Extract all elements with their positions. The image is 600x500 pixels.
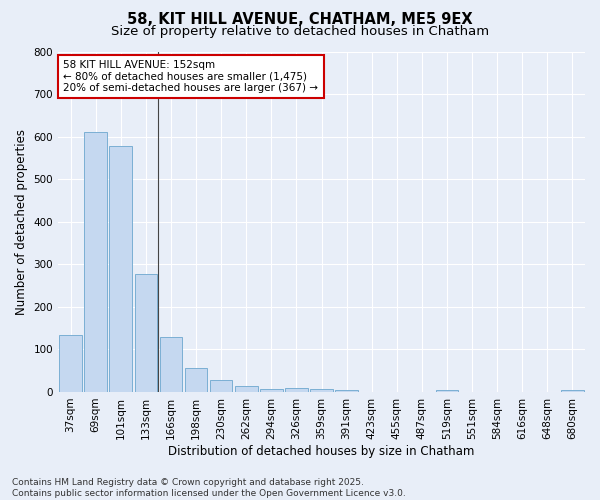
Bar — [285, 388, 308, 392]
Bar — [109, 146, 132, 392]
Bar — [85, 132, 107, 392]
Bar — [210, 380, 232, 392]
Bar — [561, 390, 584, 392]
Text: 58, KIT HILL AVENUE, CHATHAM, ME5 9EX: 58, KIT HILL AVENUE, CHATHAM, ME5 9EX — [127, 12, 473, 28]
X-axis label: Distribution of detached houses by size in Chatham: Distribution of detached houses by size … — [169, 444, 475, 458]
Bar — [335, 390, 358, 392]
Text: Size of property relative to detached houses in Chatham: Size of property relative to detached ho… — [111, 25, 489, 38]
Bar — [160, 336, 182, 392]
Bar — [260, 388, 283, 392]
Bar — [185, 368, 208, 392]
Bar — [235, 386, 257, 392]
Text: Contains HM Land Registry data © Crown copyright and database right 2025.
Contai: Contains HM Land Registry data © Crown c… — [12, 478, 406, 498]
Bar — [134, 274, 157, 392]
Bar — [310, 388, 333, 392]
Text: 58 KIT HILL AVENUE: 152sqm
← 80% of detached houses are smaller (1,475)
20% of s: 58 KIT HILL AVENUE: 152sqm ← 80% of deta… — [64, 60, 319, 93]
Bar — [59, 336, 82, 392]
Y-axis label: Number of detached properties: Number of detached properties — [15, 128, 28, 314]
Bar — [436, 390, 458, 392]
